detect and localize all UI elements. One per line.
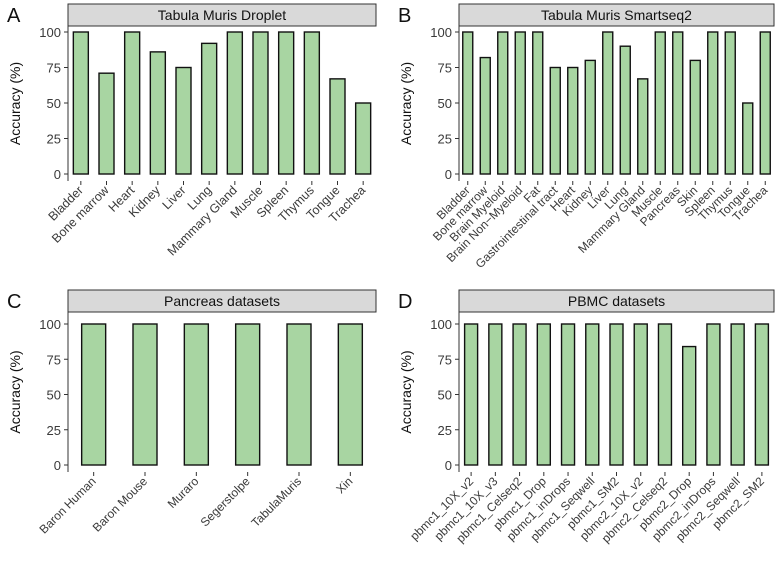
category-label: Xin	[333, 474, 355, 496]
bar	[730, 323, 745, 466]
bar	[277, 31, 295, 175]
y-tick-label: 0	[445, 167, 452, 182]
bar	[354, 102, 372, 175]
panel-b: B Tabula Muris Smartseq2 0 25 50 75 100 Accurac…	[398, 3, 775, 271]
y-axis-title: Accuracy (%)	[7, 62, 23, 145]
bar	[303, 31, 321, 175]
y-tick-label: 0	[54, 167, 61, 182]
bar	[463, 323, 479, 466]
bar	[226, 31, 244, 175]
bar	[175, 66, 192, 175]
y-tick-label: 0	[54, 458, 61, 473]
panel-c: C Pancreas datasets 0 25 50 75 100 Accuracy (%)…	[7, 289, 377, 536]
bar	[619, 45, 631, 175]
y-tick-label: 25	[438, 132, 452, 147]
bar	[724, 31, 736, 175]
y-tick-label: 50	[438, 388, 452, 403]
bar	[286, 323, 312, 466]
bar	[706, 323, 721, 466]
bar	[633, 323, 648, 466]
title-strip	[458, 289, 775, 313]
y-tick-label: 75	[47, 352, 61, 367]
bar	[585, 323, 600, 466]
bar	[567, 66, 579, 175]
y-tick-label: 100	[39, 317, 61, 332]
bar	[512, 323, 527, 466]
y-tick-label: 25	[47, 132, 61, 147]
category-label: Muraro	[165, 474, 202, 511]
bar	[584, 59, 596, 175]
category-label: Liver	[160, 183, 189, 212]
bar	[637, 78, 649, 175]
y-tick-label: 0	[445, 458, 452, 473]
y-axis-title: Accuracy (%)	[398, 350, 414, 433]
bar	[514, 31, 526, 175]
bar	[707, 31, 719, 175]
bar	[98, 72, 115, 175]
bar	[497, 31, 509, 175]
bar	[672, 31, 684, 175]
bar	[488, 323, 503, 466]
bar	[759, 31, 771, 175]
bar	[183, 323, 210, 466]
y-tick-label: 100	[430, 25, 452, 40]
panel-label: B	[398, 5, 411, 27]
y-tick-label: 100	[430, 317, 452, 332]
bar	[549, 66, 561, 175]
y-tick-label: 75	[438, 352, 452, 367]
bar	[234, 323, 261, 466]
category-label: Baron Human	[37, 474, 99, 536]
bar	[560, 323, 576, 466]
y-tick-label: 50	[47, 96, 61, 111]
bar	[654, 31, 666, 175]
bar	[532, 31, 544, 175]
bar	[754, 323, 770, 466]
y-tick-label: 50	[438, 96, 452, 111]
bar	[536, 323, 552, 466]
category-label: Segerstolpe	[198, 474, 253, 529]
panel-title: Tabula Muris Smartseq2	[541, 7, 692, 23]
panel-label: D	[398, 291, 412, 313]
category-label: TabulaMuris	[248, 474, 304, 530]
y-tick-label: 50	[47, 388, 61, 403]
title-strip	[458, 3, 775, 27]
bar	[123, 31, 141, 175]
bar	[462, 31, 474, 175]
category-label: Baron Mouse	[90, 474, 151, 535]
panel-label: A	[7, 5, 21, 27]
bar	[681, 345, 697, 466]
y-tick-label: 75	[438, 61, 452, 76]
bar	[602, 31, 614, 175]
y-axis-title: Accuracy (%)	[398, 62, 414, 145]
bar	[657, 323, 673, 466]
y-tick-label: 25	[438, 423, 452, 438]
y-tick-label: 75	[47, 61, 61, 76]
title-strip	[67, 3, 377, 27]
bar	[329, 78, 346, 175]
bar	[337, 323, 364, 466]
bar	[132, 323, 158, 466]
bar	[80, 323, 107, 466]
bar	[742, 102, 754, 175]
panel-title: Pancreas datasets	[164, 293, 280, 309]
bar	[479, 56, 491, 175]
y-tick-label: 25	[47, 423, 61, 438]
panel-label: C	[7, 291, 21, 313]
y-tick-label: 100	[39, 25, 61, 40]
bar	[689, 59, 701, 175]
y-axis-title: Accuracy (%)	[7, 350, 23, 433]
panel-title: PBMC datasets	[568, 293, 665, 309]
bar	[252, 31, 269, 175]
bar	[72, 31, 90, 175]
panel-title: Tabula Muris Droplet	[158, 7, 286, 23]
bar	[200, 42, 218, 175]
bar	[149, 51, 167, 175]
title-strip	[67, 289, 377, 313]
panel-a: A Tabula Muris Droplet 0 25 50 75 100 Accuracy …	[7, 3, 377, 258]
bar	[609, 323, 624, 466]
